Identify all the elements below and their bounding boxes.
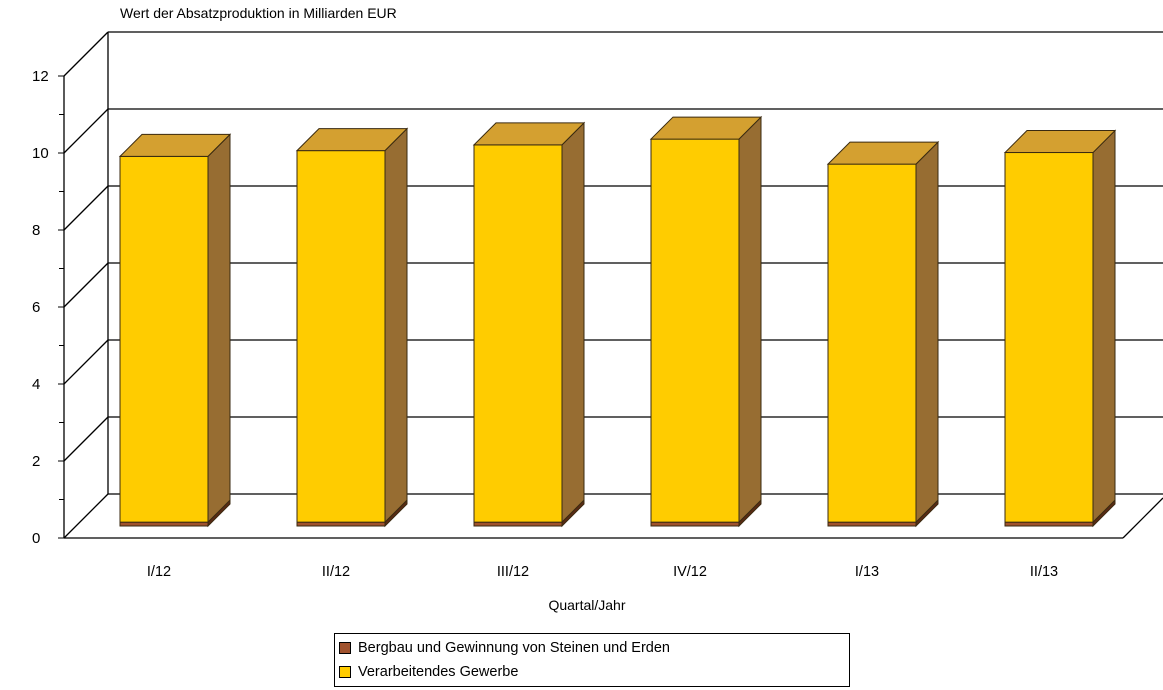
bar — [650, 521, 740, 527]
y-tick-label: 4 — [32, 376, 40, 393]
legend: Bergbau und Gewinnung von Steinen und Er… — [334, 633, 850, 687]
y-tick-label: 6 — [32, 299, 40, 316]
bar — [119, 521, 209, 527]
bar-top — [649, 116, 763, 140]
legend-swatch-verarbeitendes — [339, 666, 351, 678]
legend-item-bergbau: Bergbau und Gewinnung von Steinen und Er… — [339, 638, 670, 658]
y-tick-label: 10 — [32, 145, 49, 162]
y-tick-label: 2 — [32, 453, 40, 470]
bar-top — [826, 141, 940, 165]
y-tick-label: 8 — [32, 222, 40, 239]
bar-side — [915, 140, 939, 524]
x-tick-label: I/12 — [147, 564, 171, 580]
x-tick-label: IV/12 — [673, 564, 707, 580]
legend-label-verarbeitendes: Verarbeitendes Gewerbe — [358, 664, 519, 680]
bar-top — [295, 128, 409, 152]
bar — [473, 521, 563, 527]
gridlines — [63, 31, 1163, 539]
gridline-diagonal — [63, 416, 109, 462]
floor-edge — [1122, 497, 1163, 539]
bars — [118, 115, 1117, 528]
x-axis-label: Quartal/Jahr — [548, 597, 625, 613]
bar-side — [207, 133, 231, 524]
bar-top — [472, 122, 586, 146]
bar — [473, 144, 563, 523]
gridline-diagonal — [63, 185, 109, 231]
gridline-diagonal — [63, 262, 109, 308]
gridline-diagonal — [63, 108, 109, 154]
bar-side — [1092, 129, 1116, 524]
chart: 0 2 4 6 8 10 12 I/12 II/12 III/12 IV/12 I/13 II/13 W… — [32, 5, 1163, 613]
bar — [650, 138, 740, 523]
bar — [1004, 152, 1094, 523]
x-tick-label: I/13 — [855, 564, 879, 580]
gridline-diagonal — [63, 31, 109, 77]
axes: 0 2 4 6 8 10 12 I/12 II/12 III/12 IV/12 I/13 II/13 — [32, 68, 1163, 580]
bar — [1004, 521, 1094, 527]
x-tick-label: III/12 — [497, 564, 529, 580]
x-tick-label: II/12 — [322, 564, 350, 580]
y-tick-label: 12 — [32, 68, 49, 85]
legend-swatch-bergbau — [339, 642, 351, 654]
gridline-diagonal — [63, 339, 109, 385]
gridline-diagonal — [63, 493, 109, 539]
chart-title: Wert der Absatzproduktion in Milliarden … — [120, 5, 397, 21]
bar — [119, 155, 209, 523]
bar-top — [1003, 130, 1117, 154]
bar-side — [384, 127, 408, 524]
bar — [827, 163, 917, 523]
x-tick-label: II/13 — [1030, 564, 1058, 580]
bar — [296, 521, 386, 527]
bar — [827, 521, 917, 527]
bar-side — [561, 121, 585, 524]
bar-top — [118, 133, 232, 157]
legend-label-bergbau: Bergbau und Gewinnung von Steinen und Er… — [358, 640, 670, 656]
legend-item-verarbeitendes: Verarbeitendes Gewerbe — [339, 662, 518, 682]
bar-side — [738, 115, 762, 524]
y-tick-label: 0 — [32, 530, 40, 547]
bar — [296, 150, 386, 523]
